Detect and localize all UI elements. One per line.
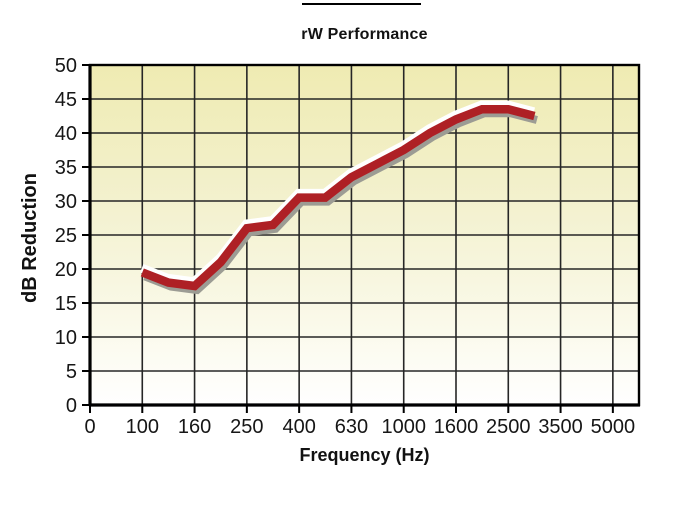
chart-title: rW Performance	[301, 26, 428, 43]
x-tick-label: 160	[178, 416, 211, 438]
y-tick-label: 20	[55, 259, 77, 281]
x-tick-label: 1000	[381, 416, 426, 438]
y-tick-label: 35	[55, 157, 77, 179]
top-rule	[302, 3, 421, 5]
y-tick-label: 50	[55, 55, 77, 77]
y-tick-label: 0	[66, 395, 77, 417]
x-tick-label: 250	[230, 416, 263, 438]
x-tick-label: 2500	[486, 416, 531, 438]
y-tick-label: 15	[55, 293, 77, 315]
x-axis-title: Frequency (Hz)	[299, 445, 430, 465]
y-tick-label: 25	[55, 225, 77, 247]
x-tick-label: 630	[335, 416, 368, 438]
x-tick-label: 3500	[538, 416, 583, 438]
series-shadow	[143, 109, 538, 295]
y-tick-label: 30	[55, 191, 77, 213]
x-tick-label: 100	[126, 416, 159, 438]
x-tick-label: 5000	[591, 416, 636, 438]
y-tick-label: 40	[55, 123, 77, 145]
y-tick-label: 10	[55, 327, 77, 349]
x-tick-label: 400	[282, 416, 315, 438]
y-tick-label: 45	[55, 89, 77, 111]
x-tick-label: 0	[84, 416, 95, 438]
series-line	[140, 104, 536, 291]
y-tick-label: 5	[66, 361, 77, 383]
x-tick-label: 1600	[434, 416, 479, 438]
